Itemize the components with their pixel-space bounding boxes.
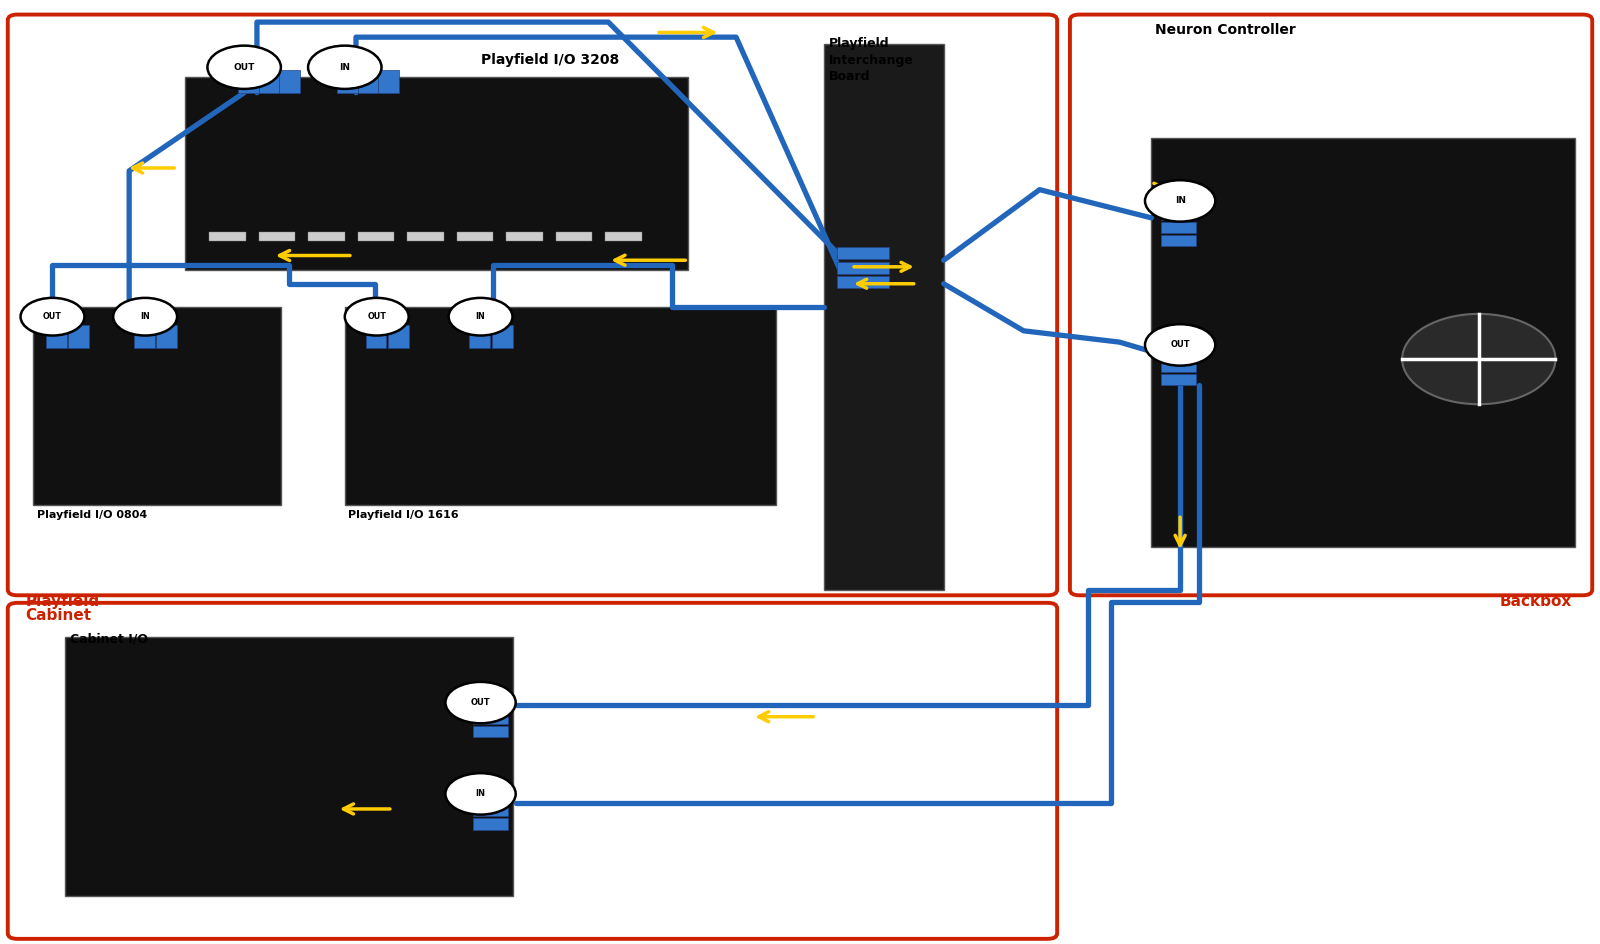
Bar: [837, 262, 890, 275]
Bar: [46, 325, 67, 347]
Circle shape: [448, 298, 512, 335]
Circle shape: [1402, 313, 1555, 404]
Bar: [472, 700, 507, 711]
Text: Playfield: Playfield: [26, 595, 99, 610]
Text: OUT: OUT: [43, 312, 62, 321]
Bar: [69, 325, 90, 347]
Text: IN: IN: [339, 62, 350, 72]
Bar: [1162, 347, 1197, 359]
Bar: [472, 726, 507, 737]
Bar: [491, 325, 512, 347]
Bar: [357, 232, 394, 242]
Circle shape: [114, 298, 178, 335]
Bar: [469, 325, 490, 347]
Bar: [34, 308, 282, 505]
Bar: [365, 325, 386, 347]
Text: Playfield I/O 3208: Playfield I/O 3208: [480, 53, 619, 67]
Bar: [1162, 235, 1197, 246]
Text: Playfield
Interchange
Board: Playfield Interchange Board: [829, 37, 914, 83]
Text: Neuron Controller: Neuron Controller: [1155, 24, 1296, 37]
Circle shape: [1146, 180, 1216, 222]
Bar: [1152, 138, 1574, 548]
Bar: [1162, 209, 1197, 220]
Bar: [605, 232, 642, 242]
Circle shape: [1146, 324, 1216, 365]
Text: OUT: OUT: [368, 312, 386, 321]
Text: Cabinet I/O: Cabinet I/O: [70, 632, 149, 645]
Bar: [1162, 374, 1197, 385]
Bar: [259, 70, 280, 93]
Bar: [157, 325, 178, 347]
Bar: [238, 70, 259, 93]
Bar: [357, 70, 378, 93]
Text: Playfield I/O 1616: Playfield I/O 1616: [347, 510, 459, 519]
Bar: [555, 232, 592, 242]
Text: Cabinet: Cabinet: [26, 609, 91, 623]
Bar: [824, 43, 944, 590]
Bar: [837, 277, 890, 289]
Bar: [1162, 361, 1197, 372]
Text: OUT: OUT: [234, 62, 254, 72]
Bar: [837, 247, 890, 260]
Text: IN: IN: [475, 312, 485, 321]
Text: Playfield I/O 0804: Playfield I/O 0804: [37, 510, 147, 519]
Bar: [134, 325, 155, 347]
Bar: [66, 636, 512, 896]
Text: OUT: OUT: [1170, 341, 1190, 349]
Text: OUT: OUT: [470, 699, 490, 707]
Bar: [344, 308, 776, 505]
Bar: [309, 232, 344, 242]
Bar: [280, 70, 301, 93]
Bar: [259, 232, 296, 242]
Bar: [210, 232, 246, 242]
Bar: [378, 70, 398, 93]
Bar: [387, 325, 408, 347]
Circle shape: [21, 298, 85, 335]
Bar: [506, 232, 542, 242]
Bar: [456, 232, 493, 242]
Bar: [406, 232, 443, 242]
Circle shape: [208, 45, 282, 89]
Text: IN: IN: [1174, 196, 1186, 206]
Circle shape: [445, 773, 515, 815]
Circle shape: [445, 682, 515, 723]
Text: Backbox: Backbox: [1499, 595, 1571, 610]
Bar: [186, 76, 688, 270]
Circle shape: [344, 298, 408, 335]
Bar: [472, 713, 507, 724]
Bar: [472, 818, 507, 830]
Bar: [338, 70, 357, 93]
Bar: [472, 792, 507, 803]
Text: IN: IN: [475, 789, 485, 799]
Text: IN: IN: [141, 312, 150, 321]
Bar: [472, 805, 507, 817]
Circle shape: [309, 45, 381, 89]
Bar: [1162, 222, 1197, 233]
